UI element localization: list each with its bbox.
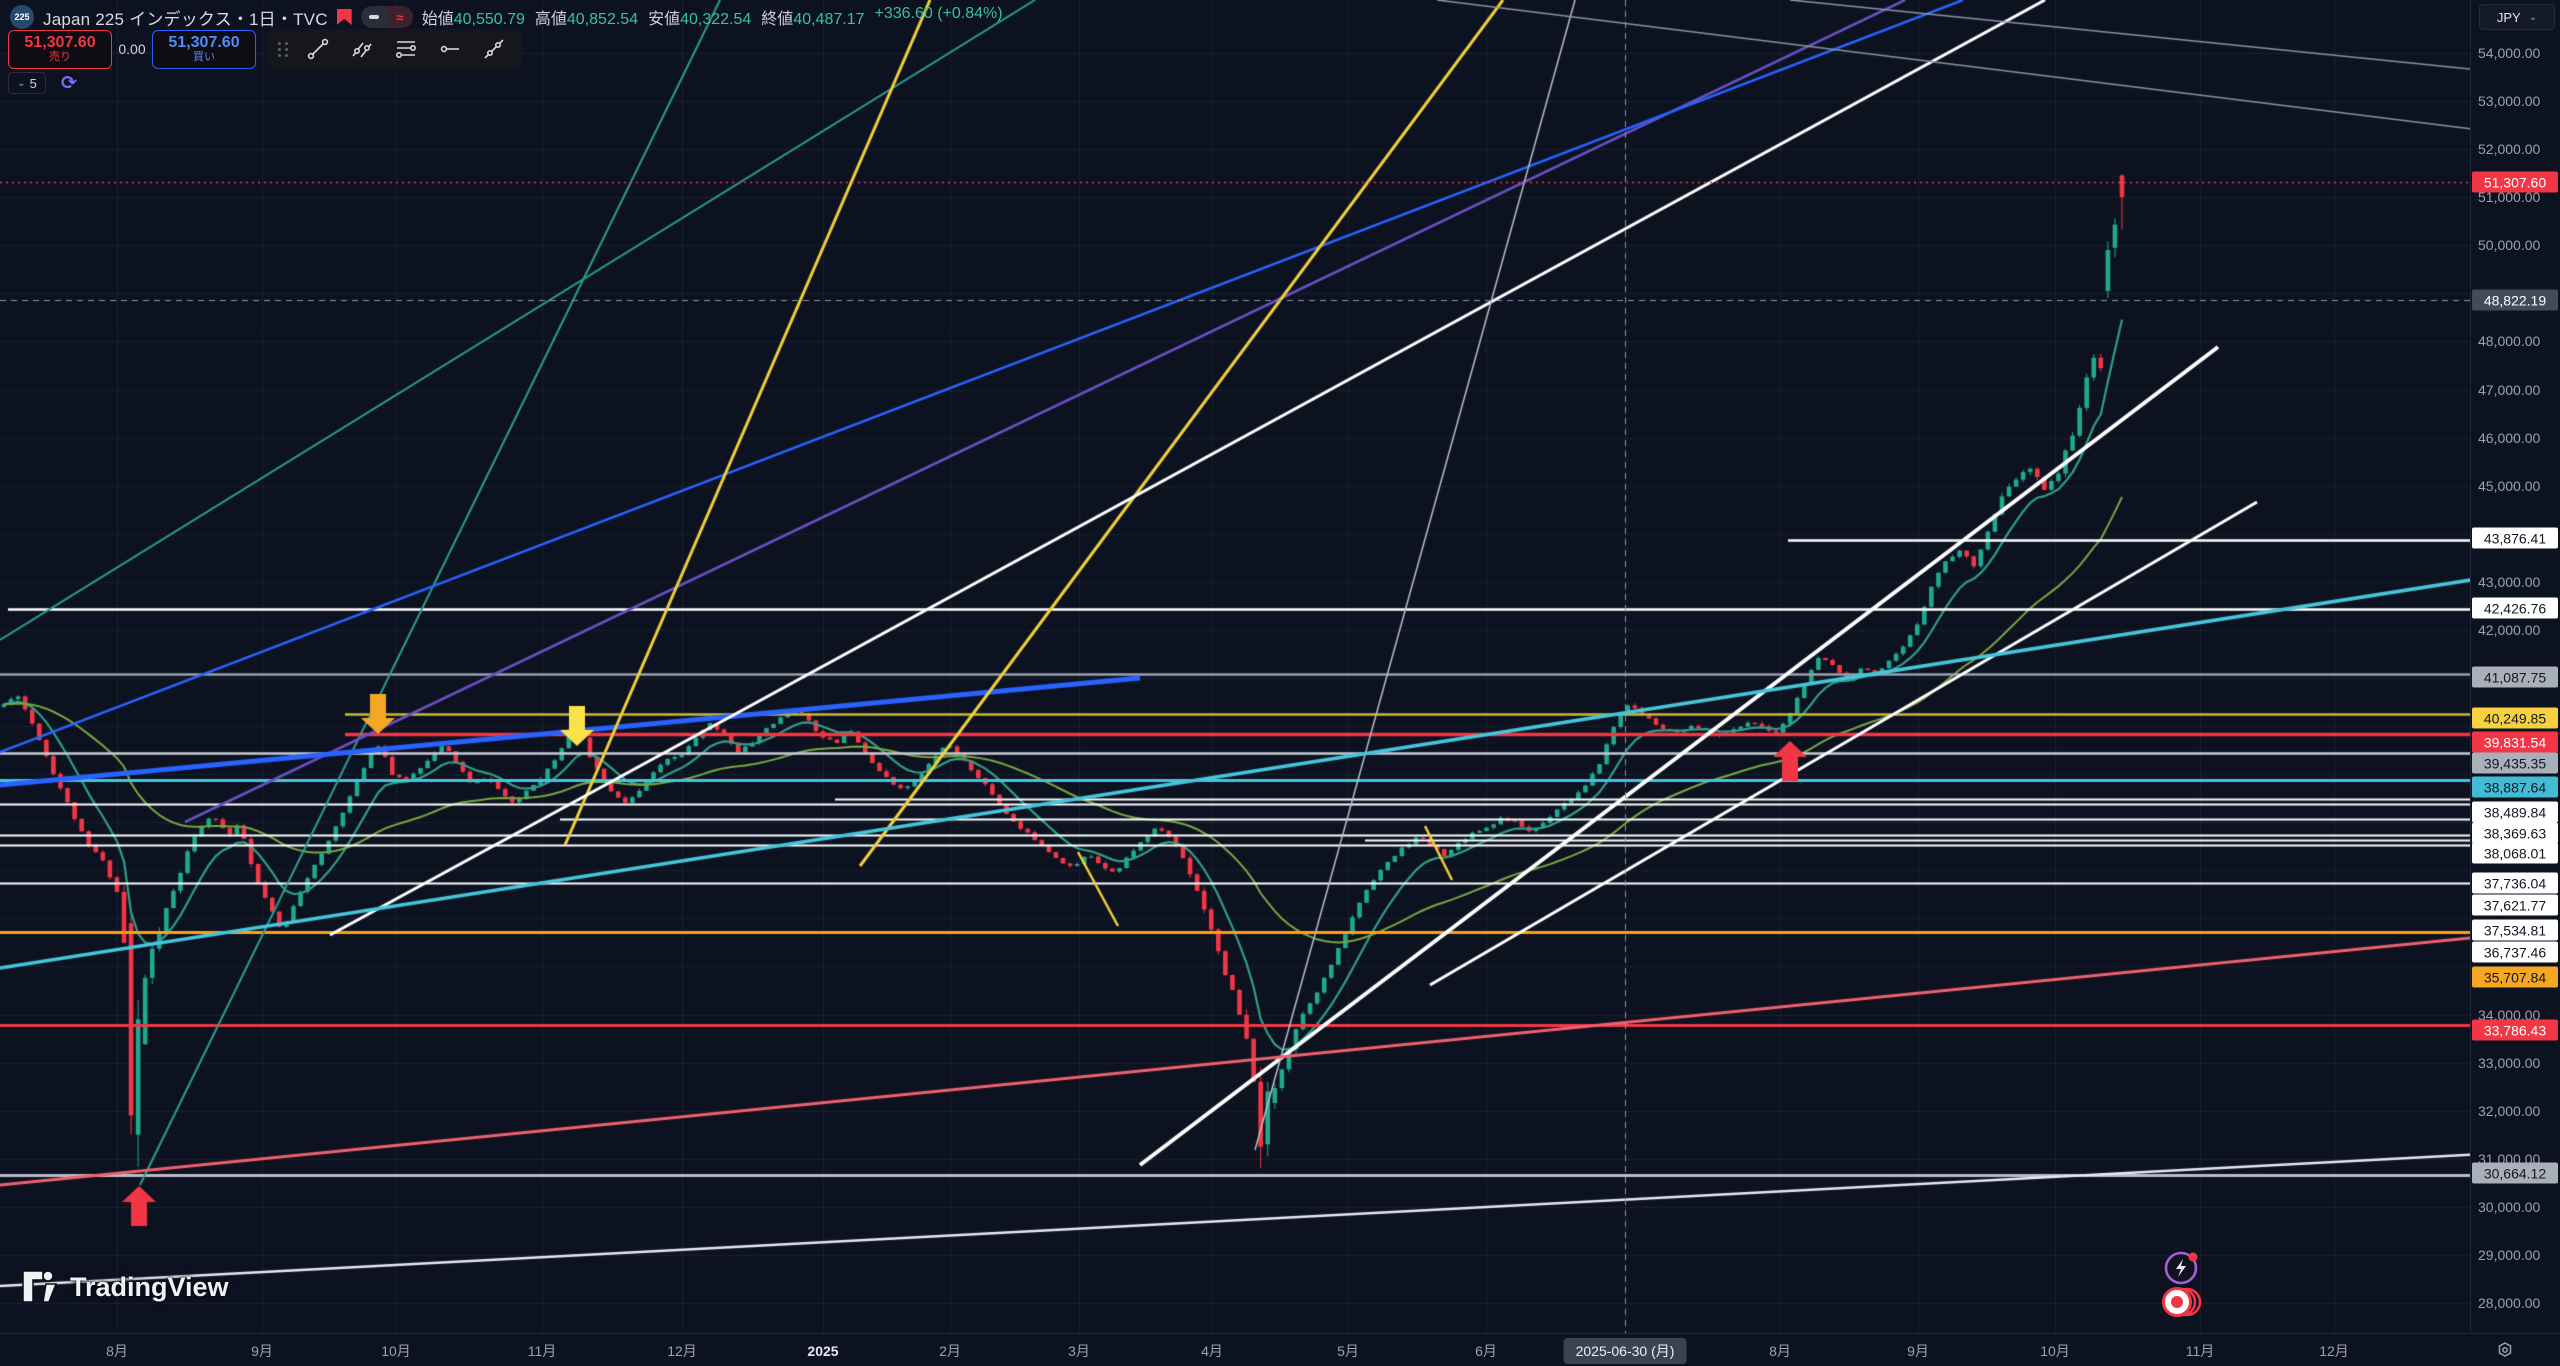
- price-tick: 43,000.00: [2478, 573, 2541, 590]
- time-tick[interactable]: 11月: [527, 1342, 557, 1359]
- cross-line-tool-icon[interactable]: [343, 32, 381, 66]
- time-axis[interactable]: 8月 9月 10月 11月 12月 2025 2月 3月 4月 5月 6月 8月 9月 10月 11月 12月…: [0, 1333, 2560, 1366]
- currency-selector[interactable]: JPY ⌄: [2479, 4, 2555, 30]
- time-tick[interactable]: 10月: [2040, 1342, 2070, 1359]
- low-value: 40,322.54: [680, 11, 752, 28]
- price-level-label: 42,426.76: [2472, 597, 2558, 619]
- price-level-label: 43,876.41: [2472, 527, 2558, 549]
- price-tick: 47,000.00: [2478, 381, 2541, 398]
- price-tick: 33,000.00: [2478, 1054, 2541, 1071]
- marker-toggle[interactable]: ≈: [360, 6, 413, 28]
- time-tick[interactable]: 5月: [1337, 1342, 1359, 1359]
- trend-line-tool-icon[interactable]: [299, 32, 337, 66]
- price-level-label: 30,664.12: [2472, 1162, 2558, 1184]
- time-tick[interactable]: 12月: [2319, 1342, 2349, 1359]
- low-label: 安値: [648, 11, 681, 28]
- tradingview-logo-text: TradingView: [70, 1271, 229, 1302]
- price-tick: 42,000.00: [2478, 621, 2541, 638]
- indicator-row: ⌄ 5 ⟳: [8, 72, 80, 94]
- trade-panel: 51,307.60 売り 0.00 51,307.60 買い: [8, 29, 523, 69]
- flag-bookmark-icon[interactable]: [336, 9, 352, 25]
- price-tick: 52,000.00: [2478, 141, 2541, 158]
- price-tick: 48,000.00: [2478, 333, 2541, 350]
- time-tick[interactable]: 2025: [807, 1342, 839, 1359]
- chevron-down-icon: ⌄: [17, 77, 26, 89]
- time-tick[interactable]: 11月: [2185, 1342, 2215, 1359]
- chart-canvas[interactable]: [0, 0, 2470, 1333]
- price-level-label: 41,087.75: [2472, 666, 2558, 688]
- time-tick[interactable]: 12月: [667, 1342, 697, 1359]
- open-label: 始値: [421, 11, 454, 28]
- price-level-label: 48,822.19: [2472, 289, 2558, 311]
- indicator-count: 5: [29, 75, 37, 91]
- price-level-label: 37,534.81: [2472, 919, 2558, 941]
- price-level-label: 38,369.63: [2472, 822, 2558, 844]
- price-tick: 32,000.00: [2478, 1102, 2541, 1119]
- price-level-label: 51,307.60: [2472, 171, 2558, 193]
- price-tick: 34,000.00: [2478, 1006, 2541, 1023]
- price-tick: 51,000.00: [2478, 189, 2541, 206]
- price-level-label: 35,707.84: [2472, 966, 2558, 988]
- fib-retracement-tool-icon[interactable]: [387, 32, 425, 66]
- price-level-label: 33,786.43: [2472, 1019, 2558, 1041]
- price-level-label: 38,068.01: [2472, 842, 2558, 864]
- sell-button[interactable]: 51,307.60 売り: [8, 29, 112, 69]
- price-tick: 46,000.00: [2478, 429, 2541, 446]
- price-level-label: 37,621.77: [2472, 894, 2558, 916]
- dash-toggle-icon[interactable]: [361, 6, 387, 28]
- ohlc-legend: 始値40,550.79 高値40,852.54 安値40,322.54 終値40…: [422, 5, 1003, 29]
- time-tick[interactable]: 9月: [251, 1342, 273, 1359]
- time-tick[interactable]: 9月: [1907, 1342, 1929, 1359]
- close-value: 40,487.17: [793, 11, 865, 28]
- crosshair-date-badge: 2025-06-30 (月): [1563, 1337, 1687, 1364]
- price-level-label: 37,736.04: [2472, 872, 2558, 894]
- price-tick: 50,000.00: [2478, 237, 2541, 254]
- price-tick: 30,000.00: [2478, 1198, 2541, 1215]
- price-tick: 29,000.00: [2478, 1246, 2541, 1263]
- record-target-icon[interactable]: [2158, 1284, 2208, 1325]
- change-value: +336.60 (+0.84%): [874, 5, 1003, 22]
- sync-refresh-icon[interactable]: ⟳: [61, 72, 77, 94]
- open-value: 40,550.79: [453, 11, 525, 28]
- spread-value: 0.00: [118, 41, 146, 57]
- alert-lightning-icon[interactable]: [2160, 1248, 2204, 1293]
- price-tick: 28,000.00: [2478, 1295, 2541, 1311]
- price-level-label: 38,489.84: [2472, 801, 2558, 823]
- time-tick[interactable]: 10月: [381, 1342, 411, 1359]
- tradingview-logo-icon: [22, 1270, 58, 1303]
- horizontal-ray-tool-icon[interactable]: [431, 32, 469, 66]
- price-level-label: 40,249.85: [2472, 707, 2558, 729]
- price-level-label: 38,887.64: [2472, 776, 2558, 798]
- time-tick[interactable]: 8月: [106, 1342, 128, 1359]
- symbol-title[interactable]: Japan 225 インデックス・1日・TVC: [43, 9, 328, 29]
- gear-settings-icon[interactable]: [2496, 1341, 2514, 1363]
- close-label: 終値: [761, 11, 794, 28]
- price-tick: 45,000.00: [2478, 477, 2541, 494]
- extended-line-tool-icon[interactable]: [475, 32, 513, 66]
- chevron-down-icon: ⌄: [2528, 11, 2538, 23]
- time-tick[interactable]: 3月: [1068, 1342, 1090, 1359]
- buy-button[interactable]: 51,307.60 買い: [152, 29, 256, 69]
- high-value: 40,852.54: [566, 11, 639, 28]
- time-tick[interactable]: 2月: [939, 1342, 961, 1359]
- price-tick: 53,000.00: [2478, 93, 2541, 110]
- tradingview-logo[interactable]: TradingView: [22, 1270, 229, 1304]
- symbol-header: 225 Japan 225 インデックス・1日・TVC ≈ 始値40,550.7…: [10, 4, 1003, 30]
- high-label: 高値: [534, 11, 567, 28]
- indicators-collapse-button[interactable]: ⌄ 5: [8, 72, 46, 94]
- price-level-label: 39,831.54: [2472, 731, 2558, 753]
- symbol-logo: 225: [10, 5, 34, 29]
- price-axis[interactable]: JPY ⌄ 54,000.00 53,000.00 52,000.00 51,000.…: [2470, 0, 2560, 1333]
- drag-handle-icon[interactable]: [278, 41, 289, 57]
- currency-label: JPY: [2496, 9, 2521, 25]
- time-tick[interactable]: 6月: [1475, 1342, 1497, 1359]
- wave-toggle-icon[interactable]: ≈: [386, 6, 413, 28]
- price-tick: 54,000.00: [2478, 45, 2541, 61]
- price-level-label: 39,435.35: [2472, 752, 2558, 774]
- time-tick[interactable]: 8月: [1769, 1342, 1791, 1359]
- drawing-toolbar: [268, 29, 523, 69]
- time-tick[interactable]: 4月: [1201, 1342, 1223, 1359]
- price-level-label: 36,737.46: [2472, 941, 2558, 963]
